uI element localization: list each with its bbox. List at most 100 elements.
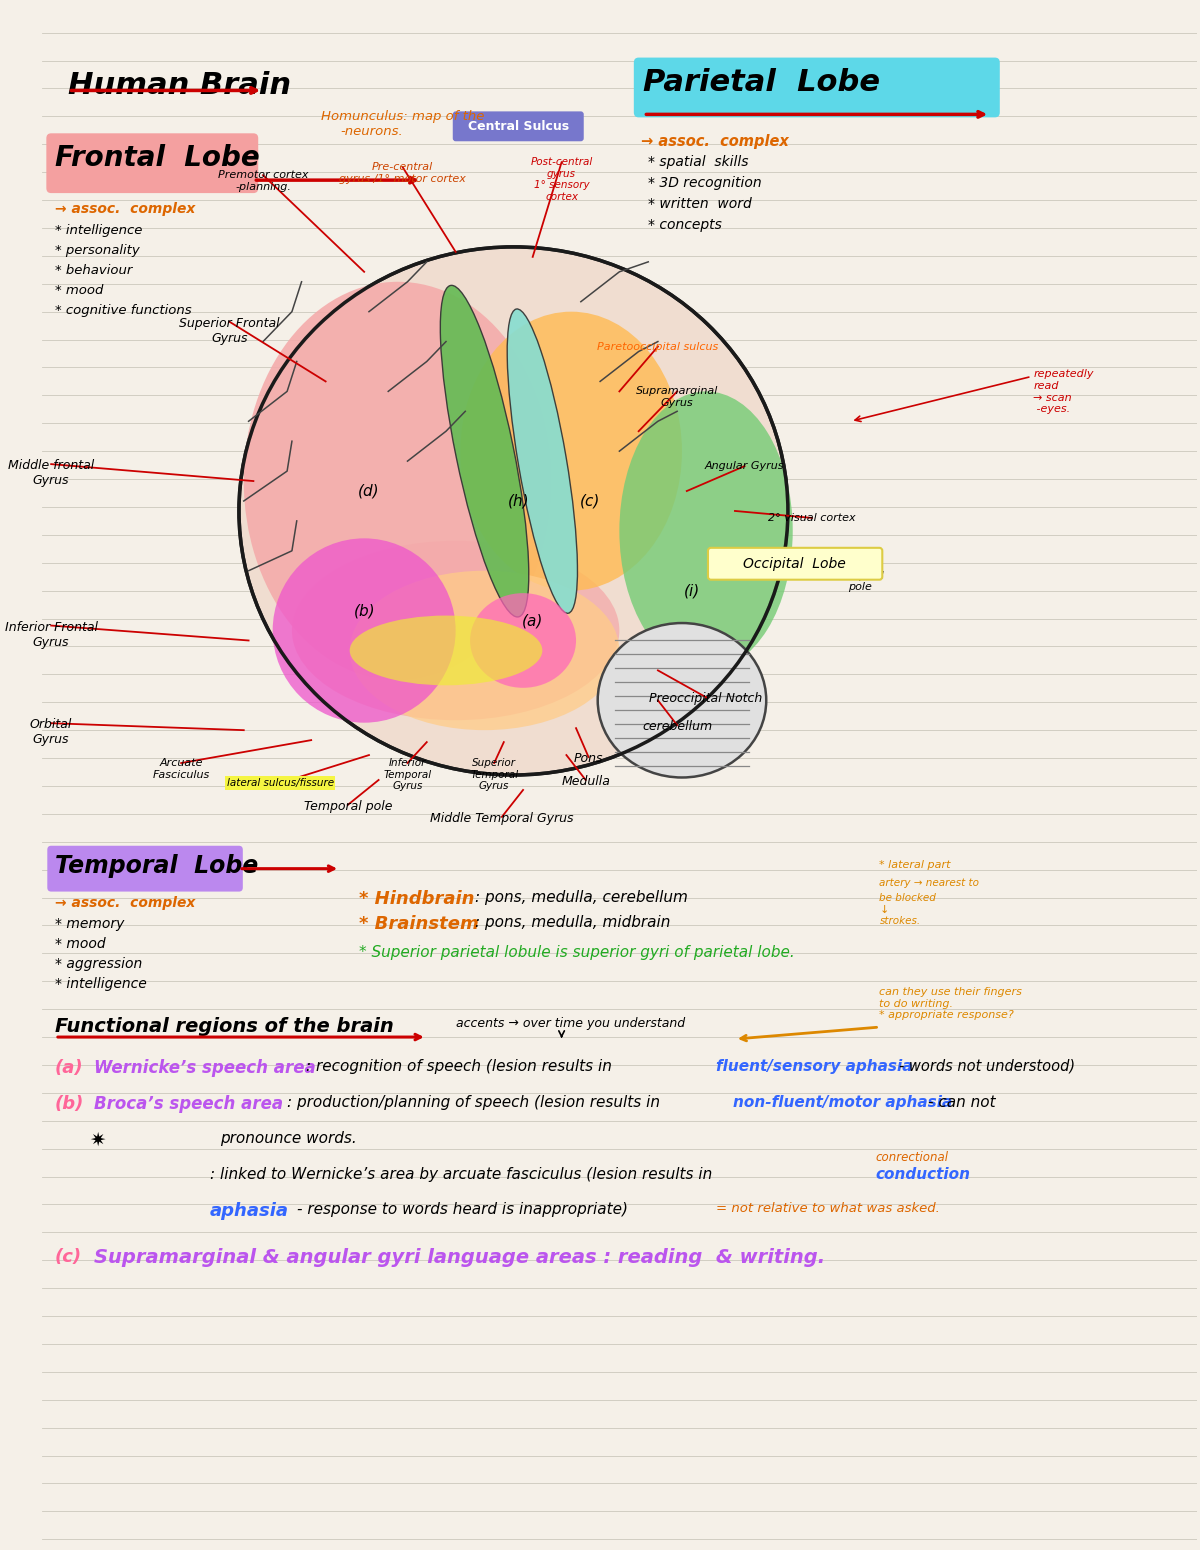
Text: * written  word: * written word bbox=[648, 197, 752, 211]
Text: (a): (a) bbox=[522, 614, 544, 628]
Ellipse shape bbox=[349, 570, 619, 730]
Text: * Superior parietal lobule is superior gyri of parietal lobe.: * Superior parietal lobule is superior g… bbox=[359, 946, 796, 961]
Text: : production/planning of speech (lesion results in: : production/planning of speech (lesion … bbox=[287, 1094, 665, 1110]
Text: Superior
Temporal
Gyrus: Superior Temporal Gyrus bbox=[470, 758, 518, 790]
Text: Occipital
pole: Occipital pole bbox=[835, 570, 884, 592]
Text: ↓: ↓ bbox=[880, 905, 889, 914]
Text: Occipital  Lobe: Occipital Lobe bbox=[743, 556, 846, 570]
Text: pronounce words.: pronounce words. bbox=[220, 1130, 356, 1145]
Text: * memory: * memory bbox=[55, 918, 125, 932]
Ellipse shape bbox=[461, 312, 682, 591]
Text: non-fluent/motor aphasia: non-fluent/motor aphasia bbox=[733, 1094, 953, 1110]
Text: Superior Frontal
Gyrus: Superior Frontal Gyrus bbox=[179, 316, 280, 344]
Text: * mood: * mood bbox=[55, 284, 103, 296]
Ellipse shape bbox=[508, 308, 577, 614]
Text: * Brainstem: * Brainstem bbox=[359, 916, 479, 933]
Text: (b): (b) bbox=[55, 1094, 84, 1113]
Text: - response to words heard is inappropriate): - response to words heard is inappropria… bbox=[296, 1203, 628, 1217]
Text: * personality: * personality bbox=[55, 243, 139, 257]
Text: Central Sulcus: Central Sulcus bbox=[468, 119, 569, 133]
Ellipse shape bbox=[619, 392, 793, 671]
Ellipse shape bbox=[239, 246, 788, 775]
Text: * cognitive functions: * cognitive functions bbox=[55, 304, 192, 316]
Text: : pons, medulla, cerebellum: : pons, medulla, cerebellum bbox=[475, 890, 688, 905]
Text: can they use their fingers
to do writing.
* appropriate response?: can they use their fingers to do writing… bbox=[880, 987, 1022, 1020]
Text: fluent/sensory aphasia: fluent/sensory aphasia bbox=[715, 1059, 912, 1074]
Text: be blocked: be blocked bbox=[880, 893, 936, 902]
Text: 2° visual cortex: 2° visual cortex bbox=[768, 513, 856, 522]
Text: aphasia: aphasia bbox=[210, 1203, 289, 1220]
Text: (c): (c) bbox=[581, 493, 601, 508]
Text: Inferior Frontal
Gyrus: Inferior Frontal Gyrus bbox=[5, 620, 97, 648]
Text: Temporal  Lobe: Temporal Lobe bbox=[55, 854, 258, 877]
Text: lateral sulcus/fissure: lateral sulcus/fissure bbox=[227, 778, 334, 787]
FancyBboxPatch shape bbox=[47, 133, 258, 194]
Text: Angular Gyrus: Angular Gyrus bbox=[704, 462, 785, 471]
Text: * intelligence: * intelligence bbox=[55, 225, 143, 237]
Text: Functional regions of the brain: Functional regions of the brain bbox=[55, 1017, 394, 1035]
Text: * aggression: * aggression bbox=[55, 958, 143, 972]
Text: → assoc.  complex: → assoc. complex bbox=[641, 135, 788, 149]
Text: Frontal  Lobe: Frontal Lobe bbox=[55, 144, 259, 172]
Text: Paretooccipital sulcus: Paretooccipital sulcus bbox=[598, 341, 719, 352]
Text: * behaviour: * behaviour bbox=[55, 264, 132, 277]
FancyBboxPatch shape bbox=[47, 846, 242, 891]
Text: = not relative to what was asked.: = not relative to what was asked. bbox=[715, 1203, 940, 1215]
Text: (a): (a) bbox=[55, 1059, 84, 1077]
Text: → assoc.  complex: → assoc. complex bbox=[55, 202, 196, 215]
Text: Supramarginal
Gyrus: Supramarginal Gyrus bbox=[636, 386, 719, 408]
Text: Temporal pole: Temporal pole bbox=[304, 800, 392, 812]
Text: → assoc.  complex: → assoc. complex bbox=[55, 896, 196, 910]
Text: Wernicke’s speech area: Wernicke’s speech area bbox=[95, 1059, 317, 1077]
FancyBboxPatch shape bbox=[634, 57, 1000, 118]
Text: repeatedly
read
→ scan
 -eyes.: repeatedly read → scan -eyes. bbox=[1033, 369, 1094, 414]
Text: Post-central
gyrus
1° sensory
cortex: Post-central gyrus 1° sensory cortex bbox=[530, 157, 593, 202]
Text: (i): (i) bbox=[684, 583, 700, 598]
Text: (c): (c) bbox=[55, 1248, 82, 1266]
Text: accents → over time you understand: accents → over time you understand bbox=[456, 1017, 685, 1031]
Text: * concepts: * concepts bbox=[648, 219, 722, 232]
Text: Homunculus: map of the: Homunculus: map of the bbox=[320, 110, 484, 124]
Ellipse shape bbox=[470, 594, 576, 688]
Text: Middle frontal
Gyrus: Middle frontal Gyrus bbox=[8, 459, 95, 487]
Text: Inferior
Temporal
Gyrus: Inferior Temporal Gyrus bbox=[384, 758, 432, 790]
FancyBboxPatch shape bbox=[452, 112, 583, 141]
Text: : linked to Wernicke’s area by arcuate fasciculus (lesion results in: : linked to Wernicke’s area by arcuate f… bbox=[210, 1167, 718, 1181]
Text: cerebellum: cerebellum bbox=[642, 721, 713, 733]
Ellipse shape bbox=[349, 615, 542, 685]
Text: strokes.: strokes. bbox=[880, 916, 920, 927]
Text: - words not understood): - words not understood) bbox=[899, 1059, 1075, 1074]
Text: Human Brain: Human Brain bbox=[68, 71, 292, 99]
Text: ✷: ✷ bbox=[90, 1130, 106, 1150]
Text: * lateral part: * lateral part bbox=[880, 860, 950, 870]
Ellipse shape bbox=[272, 538, 456, 722]
Text: Pons: Pons bbox=[574, 752, 604, 766]
Text: Pre-central
gyrus /1° motor cortex: Pre-central gyrus /1° motor cortex bbox=[340, 163, 466, 184]
Text: Broca’s speech area: Broca’s speech area bbox=[95, 1094, 283, 1113]
Ellipse shape bbox=[440, 285, 529, 617]
Text: * intelligence: * intelligence bbox=[55, 976, 146, 992]
Text: * mood: * mood bbox=[55, 938, 106, 952]
Text: Medulla: Medulla bbox=[562, 775, 610, 787]
Text: Orbital
Gyrus: Orbital Gyrus bbox=[30, 718, 72, 746]
Text: (d): (d) bbox=[358, 484, 379, 499]
Text: Premotor cortex
-planning.: Premotor cortex -planning. bbox=[217, 170, 308, 192]
Text: conduction: conduction bbox=[876, 1167, 971, 1181]
Text: - can not: - can not bbox=[928, 1094, 995, 1110]
Text: Arcuate
Fasciculus: Arcuate Fasciculus bbox=[152, 758, 210, 780]
Text: Middle Temporal Gyrus: Middle Temporal Gyrus bbox=[430, 812, 574, 825]
Text: artery → nearest to: artery → nearest to bbox=[880, 877, 979, 888]
Text: Supramarginal & angular gyri language areas : reading  & writing.: Supramarginal & angular gyri language ar… bbox=[95, 1248, 826, 1268]
Text: conrectional: conrectional bbox=[876, 1150, 948, 1164]
Text: -neurons.: -neurons. bbox=[340, 126, 403, 138]
FancyBboxPatch shape bbox=[708, 547, 882, 580]
Text: (h): (h) bbox=[508, 493, 529, 508]
Text: Preoccipital Notch: Preoccipital Notch bbox=[649, 693, 763, 705]
Text: : recognition of speech (lesion results in: : recognition of speech (lesion results … bbox=[306, 1059, 617, 1074]
Text: * spatial  skills: * spatial skills bbox=[648, 155, 749, 169]
Text: (b): (b) bbox=[353, 603, 374, 618]
Text: Parietal  Lobe: Parietal Lobe bbox=[643, 68, 881, 96]
Text: : pons, medulla, midbrain: : pons, medulla, midbrain bbox=[475, 916, 671, 930]
Ellipse shape bbox=[244, 282, 552, 680]
Text: * 3D recognition: * 3D recognition bbox=[648, 177, 762, 191]
